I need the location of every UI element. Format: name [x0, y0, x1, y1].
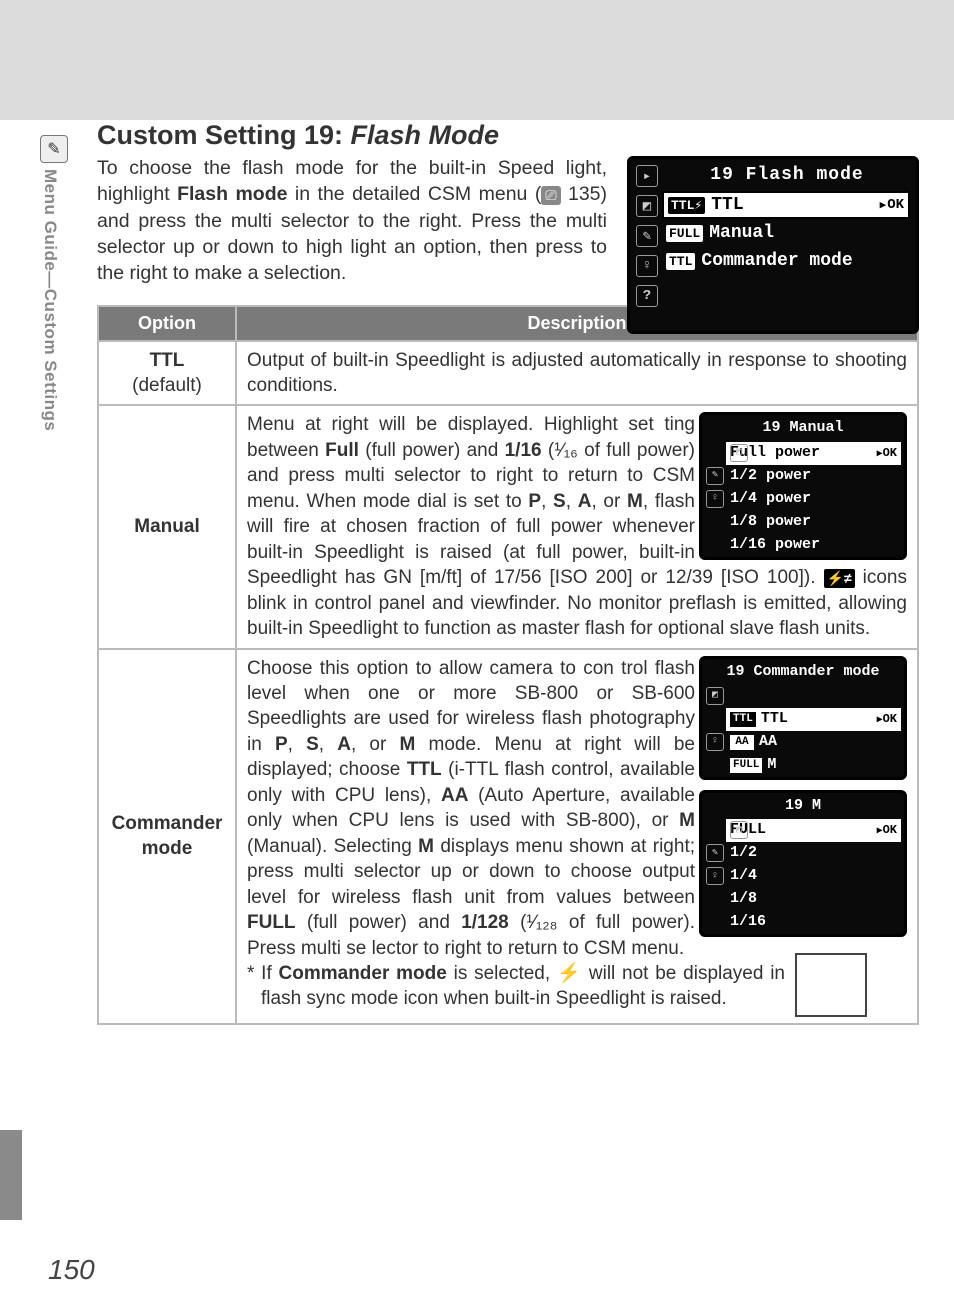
camera-icon: ◩ [706, 687, 724, 705]
lcd-row-commander[interactable]: TTL Commander mode [632, 247, 914, 275]
title-prefix: Custom Setting 19: [97, 120, 351, 150]
desc-ttl: Output of built-in Speedlight is adjuste… [236, 341, 918, 406]
setup-icon: ♀ [706, 867, 724, 885]
ok-indicator: OK [880, 197, 904, 213]
intro-paragraph: To choose the flash mode for the built-i… [97, 155, 607, 287]
intro-b1: Flash mode [177, 183, 287, 205]
label-commander: Commander mode [701, 251, 852, 271]
row-commander: Commander mode 19 Commander mode ◩ TTLTT… [98, 649, 918, 1024]
help-icon: ? [636, 285, 658, 307]
label-manual: Manual [709, 223, 774, 243]
lcd-title: 19 Flash mode [632, 161, 914, 191]
setup-icon: ♀ [706, 490, 724, 508]
sidebar: ✎ Menu Guide—Custom Settings [40, 135, 76, 575]
page-title: Custom Setting 19: Flash Mode [97, 120, 919, 151]
desc-commander: 19 Commander mode ◩ TTLTTLOK ♀AAAA FULLM… [236, 649, 918, 1024]
th-option: Option [98, 306, 236, 341]
lcd-commander-1: 19 Commander mode ◩ TTLTTLOK ♀AAAA FULLM [699, 656, 907, 780]
section-tab [0, 1130, 22, 1220]
lcd-cmd2-r2[interactable]: ♀1/4 [702, 865, 904, 888]
camera-icon: ◩ [730, 821, 748, 839]
page-number: 150 [48, 1254, 95, 1286]
lcd-commander-2: 19 M ◩FULLOK ✎1/2 ♀1/4 1/8 1/16 [699, 790, 907, 937]
camera-icon: ◩ [636, 195, 658, 217]
page-ref-icon: ⎚ [541, 186, 560, 205]
flash-blink-icon: ⚡≠ [824, 569, 855, 588]
play-icon: ▸ [636, 165, 658, 187]
lcd-cmd1-r1[interactable]: ♀AAAA [702, 731, 904, 754]
pencil-icon: ✎ [40, 135, 68, 163]
content: Custom Setting 19: Flash Mode To choose … [97, 120, 919, 1025]
intro-ref: 135 [568, 183, 601, 205]
lcd-row-manual[interactable]: FULL Manual [632, 219, 914, 247]
setup-icon: ♀ [636, 255, 658, 277]
pencil-icon: ✎ [706, 467, 724, 485]
lcd-cmd1-r0[interactable]: TTLTTLOK [726, 708, 901, 731]
sidebar-label: Menu Guide—Custom Settings [40, 169, 60, 431]
lcd-manual-row2[interactable]: ♀1/4 power [702, 488, 904, 511]
lcd-manual-row4[interactable]: 1/16 power [702, 534, 904, 557]
opt-ttl-name: TTL [150, 350, 185, 371]
setup-icon: ♀ [706, 733, 724, 751]
lcd-cmd2-r1[interactable]: ✎1/2 [702, 842, 904, 865]
title-italic: Flash Mode [351, 120, 500, 150]
badge-cmd: TTL [666, 253, 695, 270]
pencil-icon: ✎ [636, 225, 658, 247]
label-ttl: TTL [711, 195, 743, 215]
row-manual: Manual 19 Manual ◩Full powerOK ✎1/2 powe… [98, 405, 918, 648]
options-table: Option Description TTL (default) Output … [97, 305, 919, 1025]
lcd-manual: 19 Manual ◩Full powerOK ✎1/2 power ♀1/4 … [699, 412, 907, 559]
lcd-cmd2-r3[interactable]: 1/8 [702, 888, 904, 911]
lcd-flash-mode: ▸ ◩ ✎ ♀ ? 19 Flash mode TTL⚡ TTL OK FULL… [627, 156, 919, 334]
badge-full: FULL [666, 225, 703, 242]
lcd-side-icons: ▸ ◩ ✎ ♀ ? [634, 165, 660, 307]
opt-ttl-sub: (default) [132, 375, 202, 396]
lcd-cmd2-r0[interactable]: ◩FULLOK [726, 819, 901, 842]
lcd-manual-row0[interactable]: ◩Full powerOK [726, 442, 901, 465]
opt-commander-name: Commander mode [112, 813, 223, 859]
lcd-manual-row3[interactable]: 1/8 power [702, 511, 904, 534]
pencil-icon: ✎ [706, 844, 724, 862]
flash-icon: ⚡ [557, 963, 582, 984]
opt-manual-name: Manual [134, 516, 199, 537]
lcd-row-ttl[interactable]: TTL⚡ TTL OK [662, 191, 910, 219]
desc-manual: 19 Manual ◩Full powerOK ✎1/2 power ♀1/4 … [236, 405, 918, 648]
lcd-manual-title: 19 Manual [702, 415, 904, 441]
camera-icon: ◩ [730, 444, 748, 462]
lcd-cmd1-r2[interactable]: FULLM [702, 754, 904, 777]
lcd-manual-row1[interactable]: ✎1/2 power [702, 465, 904, 488]
lcd-cmd2-r4[interactable]: 1/16 [702, 911, 904, 934]
row-ttl: TTL (default) Output of built-in Speedli… [98, 341, 918, 406]
lcd-cmd2-title: 19 M [702, 793, 904, 819]
page: ✎ Menu Guide—Custom Settings Custom Sett… [0, 120, 954, 1314]
badge-ttl: TTL⚡ [668, 197, 705, 214]
intro-t2: in the detailed CSM menu ( [287, 183, 541, 205]
lcd-cmd1-title: 19 Commander mode [702, 659, 904, 685]
blank-box [795, 953, 867, 1017]
